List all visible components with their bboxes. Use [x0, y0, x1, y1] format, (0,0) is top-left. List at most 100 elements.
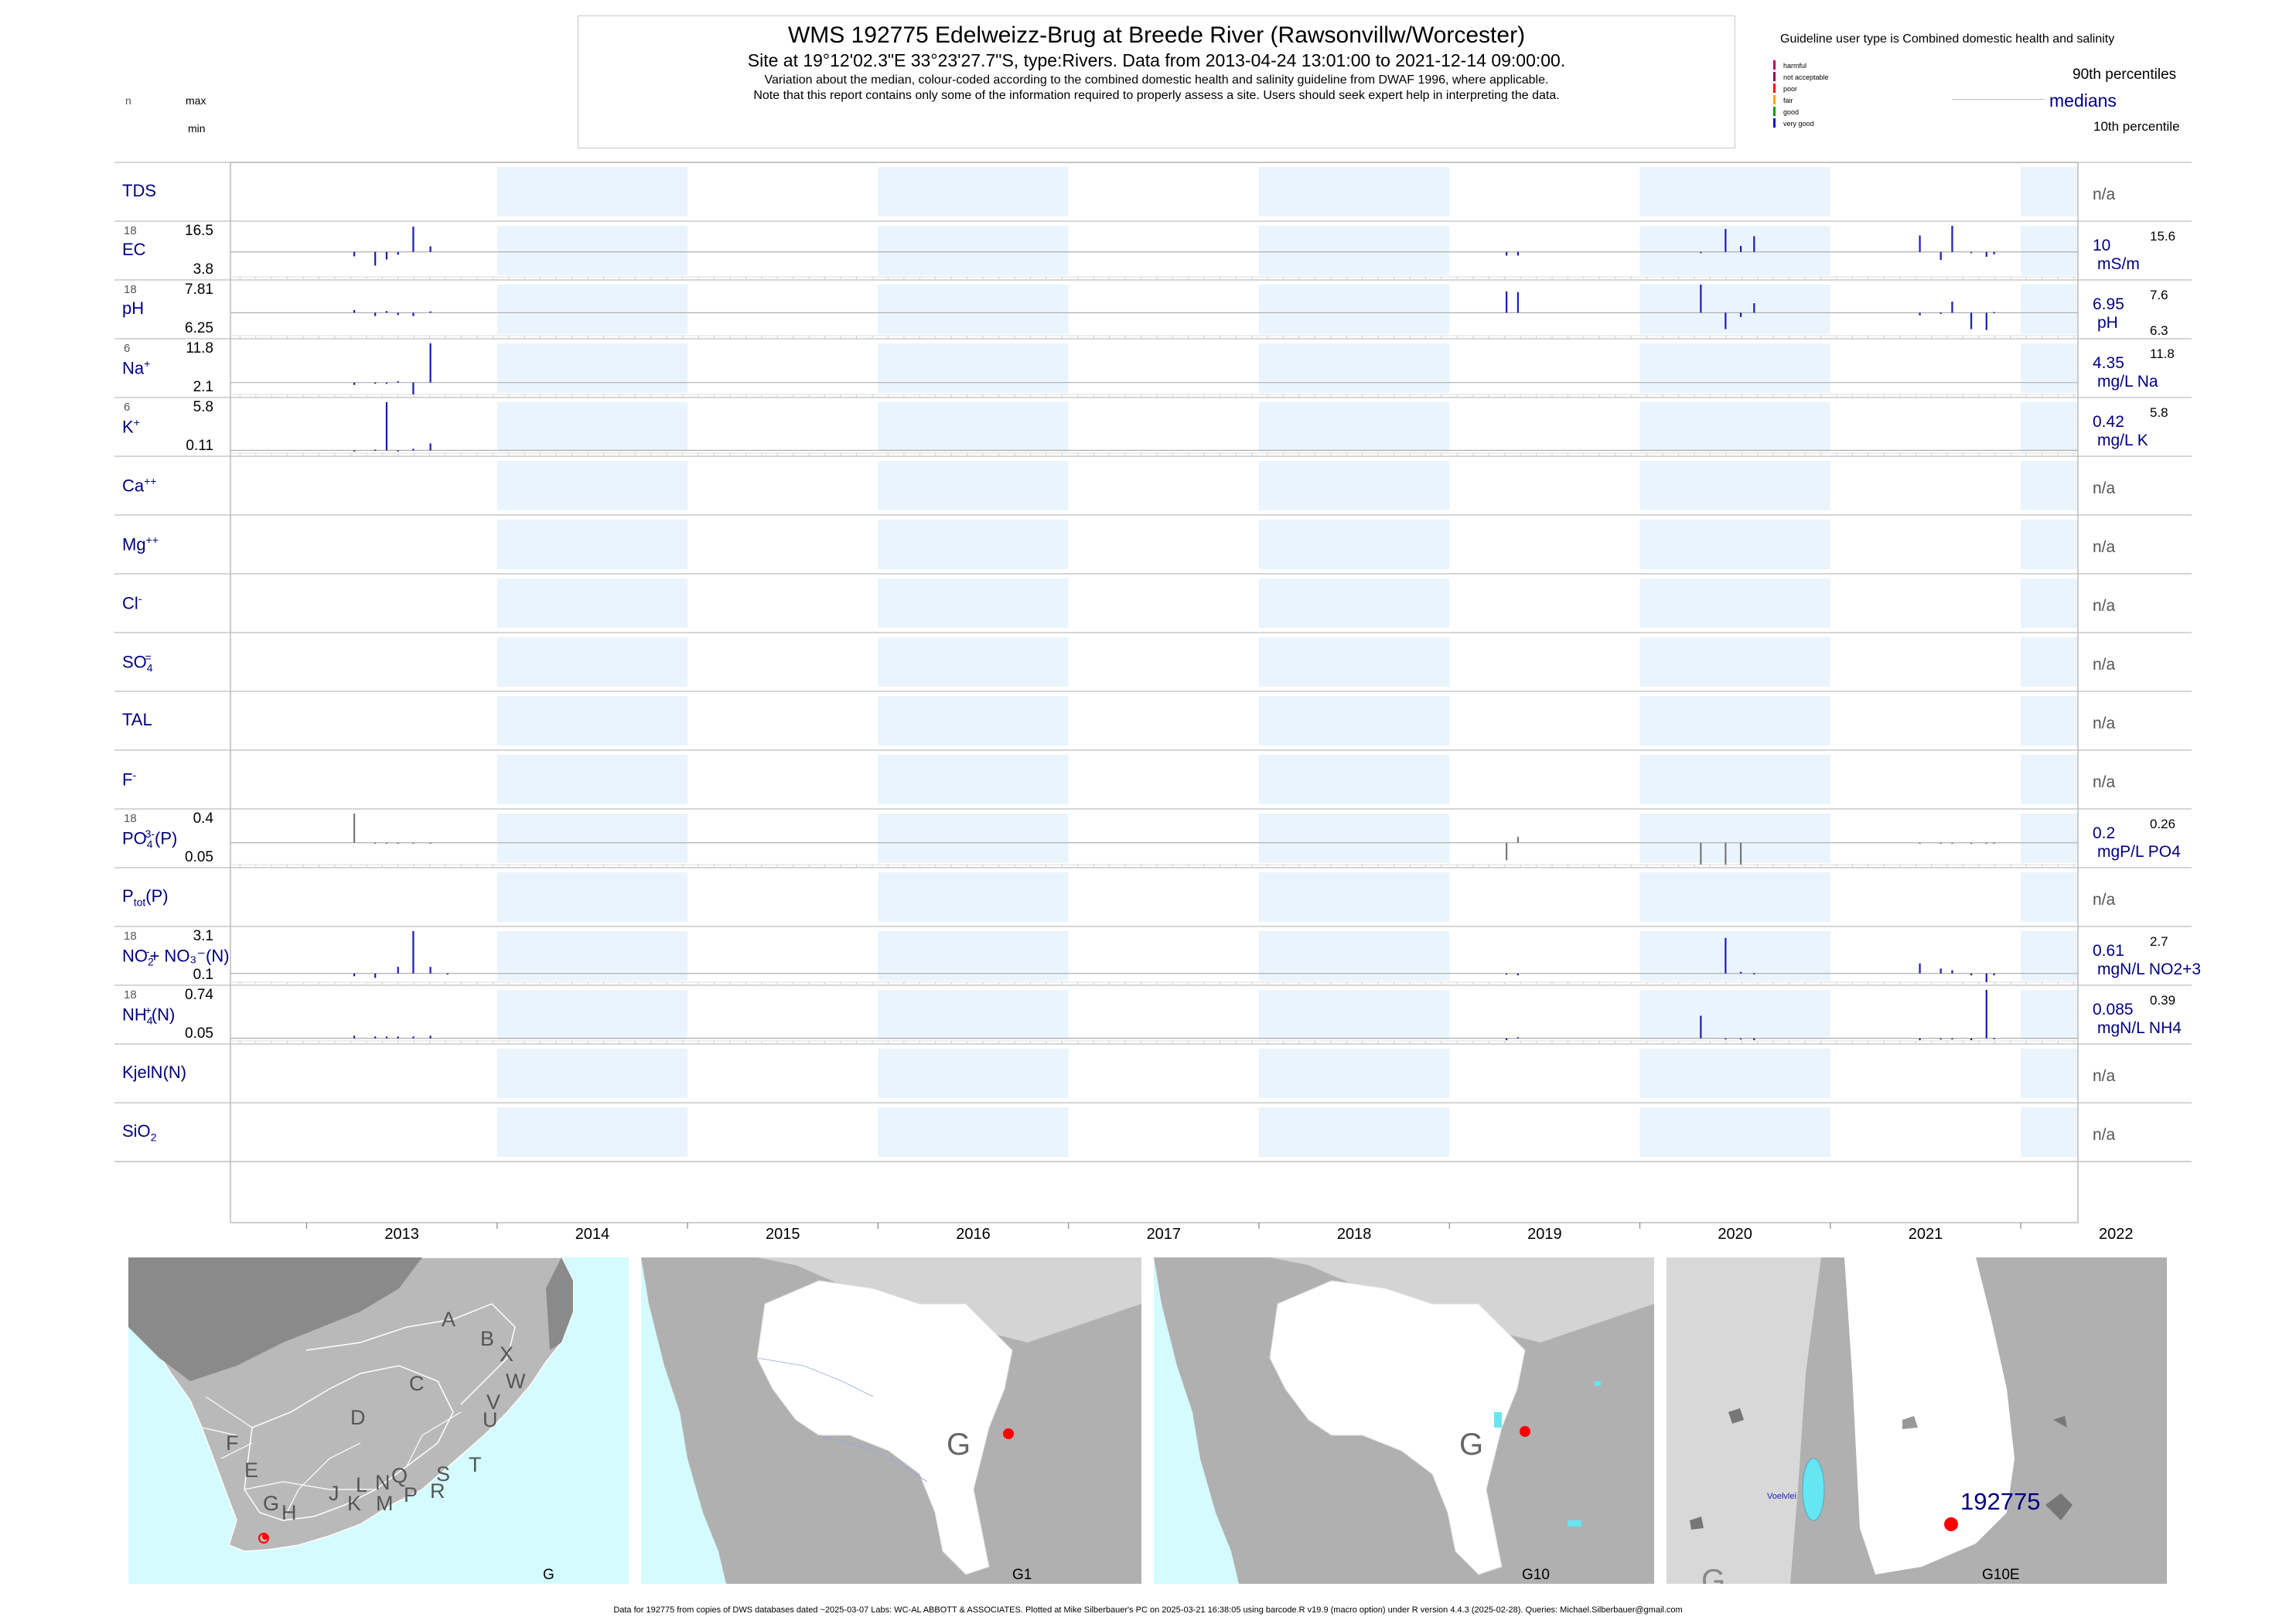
year-band	[878, 285, 1069, 334]
panel-p90: 0.26	[2150, 817, 2176, 831]
legend-swatch	[1773, 72, 1776, 81]
panel-max: 11.8	[186, 340, 213, 357]
legend-p90: 90th percentiles	[2073, 67, 2177, 83]
catchment-letter: N	[375, 1471, 391, 1494]
n-key: n	[125, 94, 131, 107]
panel-label: PO43-(P)	[122, 827, 178, 851]
region-letter-g1: G	[947, 1428, 971, 1462]
year-band	[878, 931, 1069, 981]
map-g10e: Voelvlei 192775 G G10E	[1667, 1257, 2167, 1584]
year-label: 2018	[1336, 1226, 1372, 1243]
year-band	[1258, 637, 1450, 687]
year-band	[496, 461, 688, 510]
legend-swatch	[1773, 84, 1776, 93]
panel-p90: 15.6	[2150, 229, 2176, 244]
year-band	[1639, 696, 1830, 745]
year-band	[1639, 167, 1830, 217]
panel-status: n/a	[2093, 656, 2116, 674]
panel-min: 0.11	[186, 438, 213, 454]
panel-label: K+	[122, 416, 140, 437]
year-band	[496, 696, 688, 745]
catchment-letter: Q	[391, 1464, 408, 1487]
min-key: min	[188, 122, 206, 135]
map-caption-g1: G1	[1012, 1567, 1032, 1583]
legend-item-label: very good	[1783, 120, 1814, 128]
legend-swatch	[1773, 118, 1776, 128]
year-band	[2021, 637, 2078, 687]
catchment-letter: K	[347, 1492, 362, 1515]
panel-label: SO4=	[122, 651, 153, 674]
year-band	[496, 872, 688, 922]
year-band	[1639, 520, 1830, 569]
year-band	[1639, 872, 1830, 922]
panel-status: n/a	[2093, 597, 2116, 615]
year-band	[1639, 1049, 1830, 1098]
year-band	[878, 1107, 1069, 1157]
panel-max: 3.1	[193, 928, 213, 944]
panel-label: NH4+(N)	[122, 1004, 176, 1027]
year-band	[1639, 343, 1830, 393]
year-label: 2015	[765, 1226, 800, 1243]
legend-item-label: not acceptable	[1783, 73, 1829, 81]
panel-min: 2.1	[193, 379, 213, 395]
panel-status: n/a	[2093, 1067, 2116, 1085]
year-band	[1639, 461, 1830, 510]
panel-status: n/a	[2093, 479, 2116, 497]
year-band	[878, 696, 1069, 745]
panel-label: TAL	[122, 710, 152, 729]
panel-unit: mgP/L PO4	[2097, 843, 2181, 861]
panel-label: Mg++	[122, 534, 159, 554]
map-g10e-drawing	[1667, 1257, 2167, 1584]
year-band	[1639, 637, 1830, 687]
plot-frame	[230, 162, 2079, 1223]
year-band	[496, 402, 688, 452]
year-band	[1639, 1107, 1830, 1157]
report-note-1: Variation about the median, colour-coded…	[764, 73, 1549, 87]
year-band	[878, 814, 1069, 863]
year-band	[1258, 990, 1450, 1039]
year-band	[2021, 285, 2078, 334]
legend-medians: medians	[2049, 90, 2117, 111]
year-band	[496, 520, 688, 569]
catchment-letter: P	[404, 1483, 418, 1506]
panel-min: 0.05	[185, 1025, 213, 1042]
legend-item-label: fair	[1783, 97, 1793, 104]
year-band	[878, 1049, 1069, 1098]
year-band	[878, 167, 1069, 217]
year-band	[496, 285, 688, 334]
legend-title: Guideline user type is Combined domestic…	[1780, 32, 2115, 46]
year-band	[496, 1107, 688, 1157]
legend-item-label: good	[1783, 108, 1800, 116]
year-band	[2021, 578, 2078, 628]
catchment-letter: B	[480, 1327, 495, 1350]
year-band	[1258, 461, 1450, 510]
catchment-letter: T	[469, 1453, 482, 1476]
footer-text: Data for 192775 from copies of DWS datab…	[613, 1605, 1683, 1615]
year-band	[2021, 167, 2078, 217]
legend-item-label: poor	[1783, 85, 1798, 93]
year-band	[1639, 226, 1830, 275]
panel-max: 0.4	[193, 810, 213, 827]
panel-label: pH	[122, 299, 145, 318]
year-band	[2021, 990, 2078, 1039]
year-band	[2021, 343, 2078, 393]
panel-n: 18	[124, 812, 137, 825]
map-g10-drawing	[1154, 1257, 1654, 1584]
year-band	[1639, 814, 1830, 863]
year-band	[878, 990, 1069, 1039]
panel-p90: 2.7	[2150, 934, 2168, 949]
panel-p90: 5.8	[2150, 405, 2168, 420]
year-band	[496, 343, 688, 393]
year-band	[878, 402, 1069, 452]
panel-median: 0.61	[2093, 942, 2124, 960]
region-letter-g10e: G	[1701, 1564, 1726, 1584]
year-band	[2021, 461, 2078, 510]
report-subtitle: Site at 19°12'02.3"E 33°23'27.7"S, type:…	[747, 50, 1566, 70]
year-band	[496, 814, 688, 863]
catchment-letter: W	[506, 1370, 526, 1393]
year-band	[878, 872, 1069, 922]
year-label: 2016	[956, 1226, 991, 1243]
header-box: WMS 192775 Edelweizz-Brug at Breede Rive…	[578, 15, 1735, 148]
legend-swatch	[1773, 107, 1776, 116]
year-band	[878, 461, 1069, 510]
